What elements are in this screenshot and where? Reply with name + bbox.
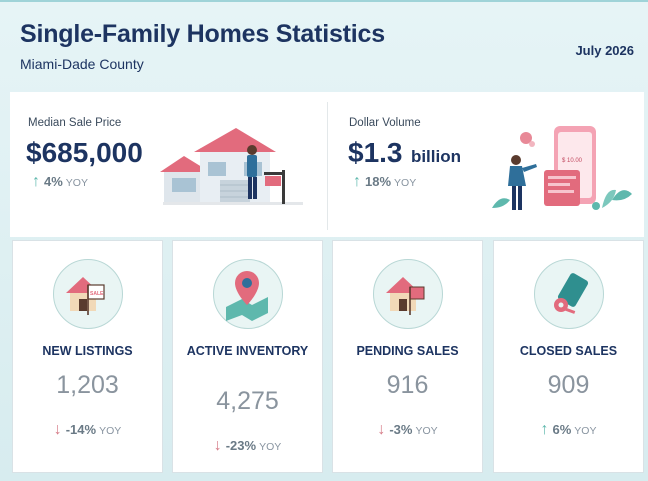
card-title: PENDING SALES (356, 344, 459, 358)
card-closed-sales: CLOSED SALES 909 ↑ 6% YOY (493, 240, 644, 473)
card-change-pct: -23% (225, 438, 257, 453)
house-with-sale-sign-illustration (160, 128, 303, 205)
kpi-change-yoy: YOY (394, 177, 417, 189)
icon-circle (372, 259, 443, 329)
kpi-divider (327, 102, 328, 230)
card-title: CLOSED SALES (519, 344, 618, 358)
kpi-unit: billion (410, 147, 461, 166)
card-change: ↑ 6% YOY (494, 421, 643, 439)
kpi-change: ↑ 18% YOY (353, 173, 416, 191)
card-title: NEW LISTINGS (42, 344, 133, 358)
icon-circle (533, 259, 604, 329)
icon-circle: SALE (52, 259, 123, 329)
receipt-amount: $ 10.00 (562, 158, 583, 164)
card-change: ↓ -14% YOY (13, 421, 162, 439)
top-border (0, 0, 648, 2)
card-change-yoy: YOY (574, 425, 597, 437)
kpi-change: ↑ 4% YOY (32, 173, 88, 191)
card-value: 1,203 (56, 371, 119, 399)
card-change-yoy: YOY (99, 425, 122, 437)
card-change: ↓ -3% YOY (333, 421, 482, 439)
card-pending-sales: PENDING SALES 916 ↓ -3% YOY (332, 240, 483, 473)
arrow-up-icon: ↑ (540, 421, 549, 438)
sign-text: SALE (90, 291, 104, 297)
arrow-up-icon: ↑ (32, 173, 40, 190)
house-keys-icon (554, 272, 589, 314)
kpi-change-pct: 18% (365, 174, 392, 189)
card-title: ACTIVE INVENTORY (186, 344, 309, 358)
card-change-pct: 6% (552, 422, 572, 437)
header: Single-Family Homes Statistics Miami-Dad… (0, 0, 648, 88)
card-value: 909 (547, 371, 590, 399)
card-new-listings: SALE NEW LISTINGS 1,203 ↓ -14% YOY (12, 240, 163, 473)
card-change-pct: -14% (65, 422, 97, 437)
map-pin-icon (226, 270, 268, 321)
arrow-down-icon: ↓ (213, 437, 222, 454)
card-value: 916 (386, 371, 429, 399)
page-subtitle: Miami-Dade County (20, 56, 144, 72)
report-date: July 2026 (575, 43, 634, 58)
phone-payment-illustration: $ 10.00 (492, 126, 632, 210)
card-active-inventory: ACTIVE INVENTORY 4,275 ↓ -23% YOY (172, 240, 323, 473)
card-change-yoy: YOY (415, 425, 438, 437)
kpi-label: Median Sale Price (28, 117, 122, 129)
card-change: ↓ -23% YOY (173, 437, 322, 455)
card-value: 4,275 (216, 387, 279, 415)
kpi-label: Dollar Volume (349, 117, 421, 129)
card-change-pct: -3% (389, 422, 413, 437)
kpi-value: $685,000 (26, 137, 143, 168)
house-pending-icon (386, 276, 425, 315)
card-change-yoy: YOY (259, 441, 282, 453)
kpi-change-yoy: YOY (65, 177, 88, 189)
arrow-down-icon: ↓ (53, 421, 62, 438)
arrow-down-icon: ↓ (377, 421, 386, 438)
kpi-change-pct: 4% (44, 174, 63, 189)
kpi-value: $1.3 (348, 137, 403, 168)
kpi-value-group: $1.3 billion (348, 137, 461, 169)
house-for-sale-icon: SALE (66, 276, 105, 315)
arrow-up-icon: ↑ (353, 173, 361, 190)
page-title: Single-Family Homes Statistics (20, 20, 385, 48)
icon-circle (212, 259, 283, 329)
